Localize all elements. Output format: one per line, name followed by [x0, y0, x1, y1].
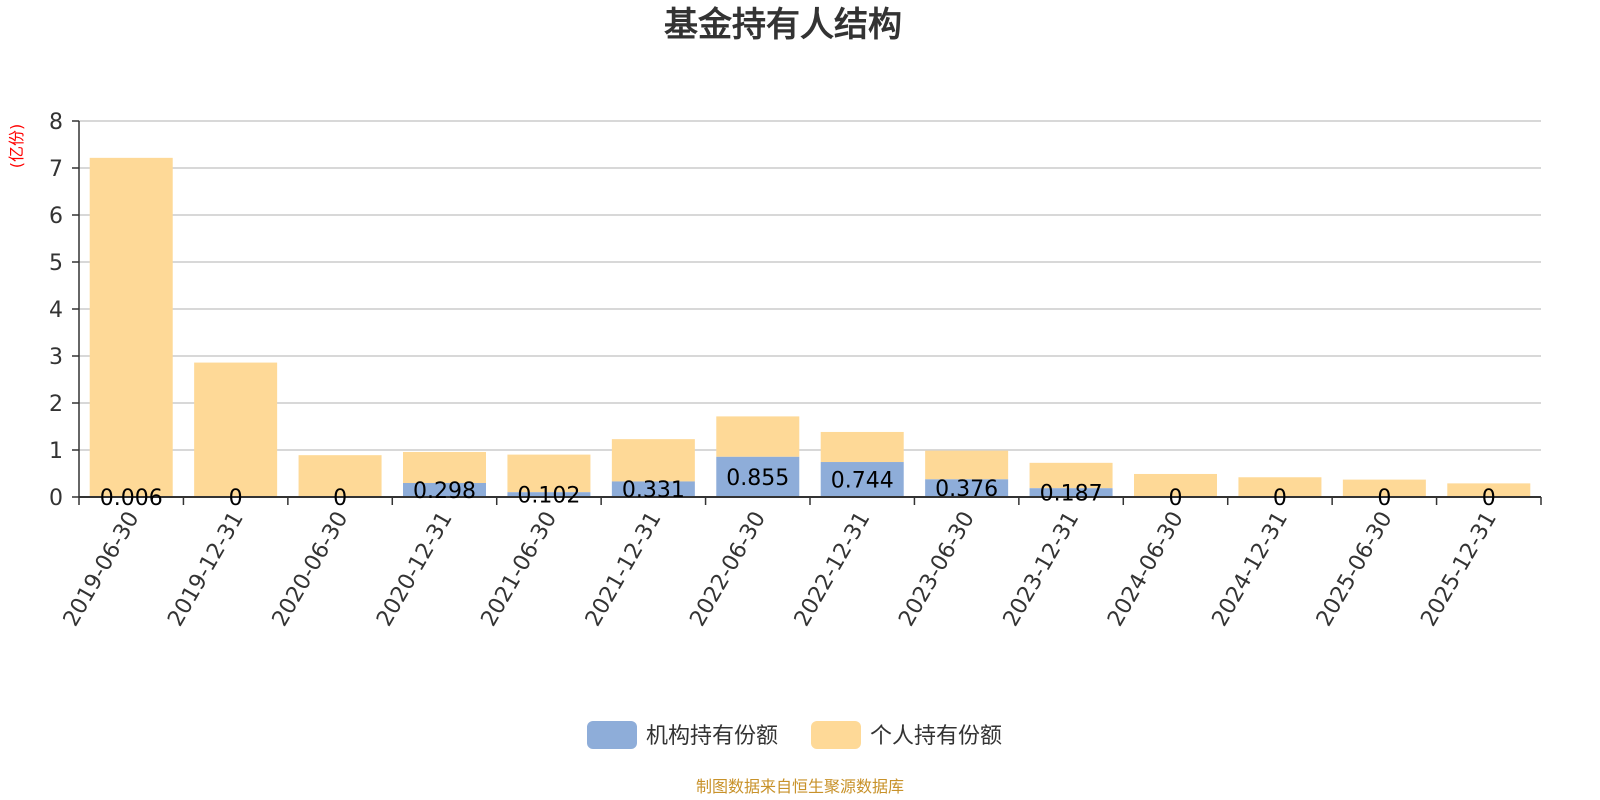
bar-individual[interactable]	[1342, 479, 1426, 497]
x-tick-label: 2023-12-31	[999, 508, 1085, 631]
bar-individual[interactable]	[507, 454, 591, 493]
bar-value-label: 0	[1273, 486, 1287, 511]
x-tick-label: 2025-06-30	[1312, 508, 1398, 631]
legend-label-individual[interactable]: 个人持有份额	[870, 724, 1002, 749]
bar-individual[interactable]	[298, 455, 382, 497]
legend-label-institutional[interactable]: 机构持有份额	[646, 724, 778, 749]
bar-institutional[interactable]	[820, 462, 904, 497]
bar-value-label: 0	[1482, 486, 1496, 511]
x-tick-label: 2025-12-31	[1416, 508, 1502, 631]
y-tick-label: 0	[49, 486, 63, 511]
bar-value-label: 0.298	[413, 479, 476, 504]
bar-value-label: 0.855	[726, 466, 789, 491]
bar-individual[interactable]	[611, 439, 695, 482]
bar-institutional[interactable]	[507, 492, 591, 497]
bar-individual[interactable]	[1134, 473, 1217, 497]
data-source-note: 制图数据来自恒生聚源数据库	[696, 777, 904, 796]
x-tick-label: 2022-12-31	[790, 508, 876, 631]
bar-value-label: 0.376	[935, 477, 998, 502]
bar-individual[interactable]	[1238, 477, 1322, 497]
x-tick-label: 2022-06-30	[685, 508, 771, 631]
bar-individual[interactable]	[1447, 483, 1531, 497]
bar-value-label: 0.744	[831, 469, 894, 494]
x-tick-label: 2019-06-30	[59, 508, 145, 631]
bar-institutional[interactable]	[716, 456, 800, 497]
x-tick-label: 2024-06-30	[1103, 508, 1189, 631]
chart-title: 基金持有人结构	[664, 5, 902, 45]
x-tick-label: 2020-06-30	[268, 508, 354, 631]
bar-institutional[interactable]	[611, 481, 695, 497]
grid-lines	[79, 120, 1541, 451]
legend-swatch-institutional[interactable]	[587, 721, 637, 749]
bar-individual[interactable]	[820, 431, 904, 463]
bar-individual[interactable]	[1029, 462, 1113, 489]
y-tick-label: 5	[49, 251, 63, 276]
bar-value-label: 0.006	[100, 486, 163, 511]
bar-individual[interactable]	[89, 157, 173, 497]
y-tick-label: 1	[49, 439, 63, 464]
bar-individual[interactable]	[194, 362, 278, 497]
bar-value-label: 0	[333, 486, 347, 511]
x-tick-label: 2021-12-31	[581, 508, 667, 631]
y-tick-label: 4	[49, 298, 63, 323]
x-tick-label: 2021-06-30	[477, 508, 563, 631]
bar-value-label: 0.102	[517, 484, 580, 509]
x-tick-label: 2024-12-31	[1208, 508, 1294, 631]
bars-layer	[89, 157, 1531, 497]
legend-swatch-individual[interactable]	[811, 721, 861, 749]
x-tick-label: 2023-06-30	[894, 507, 980, 630]
bar-institutional[interactable]	[925, 479, 1009, 497]
bar-individual[interactable]	[925, 450, 1009, 480]
y-tick-label: 2	[49, 392, 63, 417]
bar-individual[interactable]	[403, 451, 486, 483]
bar-individual[interactable]	[716, 416, 800, 457]
bar-value-label: 0.187	[1040, 482, 1103, 507]
bar-institutional[interactable]	[1029, 488, 1113, 497]
bar-value-label: 0	[1377, 486, 1391, 511]
bar-value-label: 0	[1169, 486, 1183, 511]
y-tick-label: 3	[49, 345, 63, 370]
bar-value-label: 0.331	[622, 478, 685, 503]
bar-institutional[interactable]	[403, 482, 486, 497]
y-axis-unit-label: (亿份)	[7, 124, 26, 169]
bar-value-label: 0	[229, 486, 243, 511]
legend: 机构持有份额 个人持有份额	[587, 721, 1002, 749]
bar-labels-layer: 0.006 0 0 0.298 0.102 0.331 0.855 0.744 0.376 0.1…	[100, 466, 1496, 511]
y-tick-label: 8	[49, 110, 63, 135]
x-tick-label: 2019-12-31	[163, 508, 249, 631]
x-tick-label: 2020-12-31	[372, 508, 458, 631]
y-tick-label: 6	[49, 204, 63, 229]
y-tick-label: 7	[49, 157, 63, 182]
